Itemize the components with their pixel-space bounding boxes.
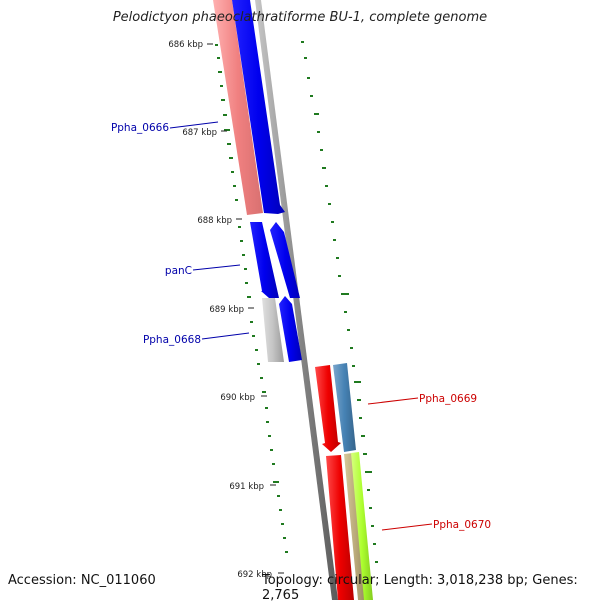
gene-ppha-0668-blue (279, 296, 302, 362)
gene-ppha-0668 (262, 298, 284, 362)
ruler-label: 692 kbp (237, 570, 272, 580)
gene-panc (250, 222, 279, 298)
gene-ppha-0666 (232, 0, 285, 214)
gene-blue-forward (270, 222, 300, 298)
gene-ppha-0669 (333, 363, 356, 452)
gene-label-panc: panC (165, 265, 192, 277)
genome-summary-text: Topology: circular; Length: 3,018,238 bp… (262, 573, 578, 603)
gc-skew-track-outer (301, 41, 378, 563)
ruler-labels: 686 kbp 687 kbp 688 kbp 689 kbp 690 kbp … (168, 40, 272, 580)
ruler-label: 688 kbp (197, 216, 232, 226)
ruler-label: 687 kbp (182, 128, 217, 138)
ruler-label: 690 kbp (220, 393, 255, 403)
gene-label-ppha-0666: Ppha_0666 (111, 122, 169, 134)
gene-ppha-0670 (351, 452, 373, 600)
ruler-label: 691 kbp (229, 482, 264, 492)
gene-red-lower (326, 455, 354, 600)
map-title: Pelodictyon phaeoclathratiforme BU-1, co… (112, 10, 488, 25)
gene-label-ppha-0668: Ppha_0668 (143, 334, 201, 346)
gene-red-upper (315, 365, 341, 452)
ruler-label: 686 kbp (168, 40, 203, 50)
gc-skew-track-inner (215, 44, 288, 553)
gene-label-ppha-0670: Ppha_0670 (433, 519, 491, 531)
gene-salmon (213, 0, 263, 215)
ruler-label: 689 kbp (209, 305, 244, 315)
ruler-ticks (207, 43, 284, 574)
gene-label-leaders (169, 121, 433, 531)
accession-text: Accession: NC_011060 (8, 573, 156, 588)
gene-labels: Ppha_0666 panC Ppha_0668 Ppha_0669 Ppha_… (111, 122, 491, 531)
backbone-track (255, 0, 338, 600)
gene-label-ppha-0669: Ppha_0669 (419, 393, 477, 405)
